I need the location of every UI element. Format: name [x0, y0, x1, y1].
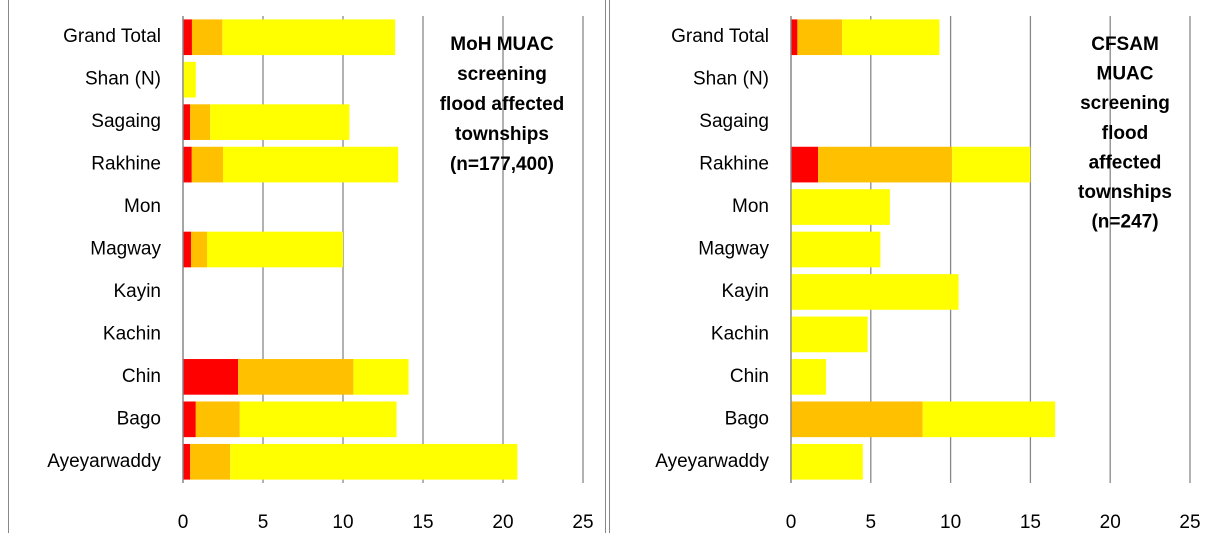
bar-segment [922, 401, 1056, 438]
y-tick-label: Kayin [721, 281, 769, 302]
y-tick-label: Rakhine [91, 154, 161, 175]
y-tick-label: Sagaing [699, 111, 769, 132]
annotation: affected [1089, 152, 1162, 173]
annotation: screening [457, 64, 547, 85]
bar-segment [791, 189, 890, 225]
bar-segment [797, 19, 843, 56]
annotation: MoH MUAC [450, 34, 554, 55]
y-tick-label: Grand Total [671, 26, 769, 47]
x-tick-label: 25 [1179, 512, 1200, 533]
x-tick-label: 20 [492, 512, 513, 533]
bar-segment [207, 231, 343, 268]
x-tick-label: 5 [866, 512, 877, 533]
y-tick-label: Kachin [711, 323, 769, 344]
bar-segment [952, 146, 1031, 183]
bar-segment [842, 19, 940, 56]
bar-segment [183, 61, 196, 98]
y-tick-label: Chin [122, 366, 161, 387]
y-tick-label: Ayeyarwaddy [47, 451, 161, 472]
y-tick-label: Rakhine [699, 154, 769, 175]
bar-segment [183, 19, 192, 56]
annotation: (n=247) [1091, 212, 1158, 233]
bar-segment [191, 146, 223, 183]
y-tick-label: Shan (N) [85, 69, 161, 90]
bar-segment [183, 104, 191, 140]
annotation: screening [1080, 93, 1170, 114]
annotation: flood affected [440, 94, 565, 115]
bar-segment [183, 231, 191, 268]
y-tick-label: Magway [90, 239, 161, 260]
annotation: (n=177,400) [450, 154, 554, 175]
x-tick-label: 25 [572, 512, 593, 533]
bar-segment [791, 316, 868, 353]
bar-segment [223, 146, 399, 183]
y-tick-label: Kayin [113, 281, 161, 302]
bar-segment [183, 443, 191, 480]
bar-segment [230, 443, 518, 480]
annotation: flood [1102, 123, 1148, 144]
x-tick-label: 10 [332, 512, 353, 533]
y-tick-label: Bago [117, 408, 161, 429]
y-tick-label: Mon [732, 196, 769, 217]
bar-segment [190, 443, 231, 480]
x-tick-label: 5 [258, 512, 269, 533]
bar-segment [791, 274, 959, 310]
y-tick-label: Sagaing [91, 111, 161, 132]
y-tick-label: Grand Total [63, 26, 161, 47]
bar-segment [183, 401, 196, 438]
bar-segment [791, 231, 881, 268]
bar-segment [183, 146, 192, 183]
bar-segment [791, 443, 863, 480]
annotation: MUAC [1097, 64, 1154, 85]
annotation: CFSAM [1091, 34, 1159, 55]
bar-segment [195, 401, 240, 438]
x-tick-label: 10 [940, 512, 961, 533]
bar-segment [191, 231, 207, 268]
bar-segment [222, 19, 396, 56]
x-tick-label: 15 [412, 512, 433, 533]
annotation: townships [455, 124, 549, 145]
x-tick-label: 0 [178, 512, 189, 533]
y-tick-label: Chin [730, 366, 769, 387]
bar-segment [353, 359, 409, 395]
x-tick-label: 15 [1020, 512, 1041, 533]
bar-segment [239, 401, 397, 438]
x-tick-label: 0 [786, 512, 797, 533]
y-tick-label: Kachin [103, 323, 161, 344]
bar-segment [791, 146, 819, 183]
y-tick-label: Magway [698, 239, 769, 260]
bar-segment [190, 104, 211, 140]
bar-segment [818, 146, 953, 183]
bar-segment [238, 359, 354, 395]
annotation: townships [1078, 182, 1172, 203]
y-tick-label: Mon [124, 196, 161, 217]
x-tick-label: 20 [1100, 512, 1121, 533]
bar-segment [191, 19, 223, 56]
bar-segment [791, 401, 923, 438]
bar-segment [210, 104, 350, 140]
bar-segment [791, 19, 798, 56]
bar-segment [183, 359, 239, 395]
y-tick-label: Shan (N) [693, 69, 769, 90]
bar-segment [791, 359, 827, 395]
y-tick-label: Bago [725, 408, 769, 429]
y-tick-label: Ayeyarwaddy [655, 451, 769, 472]
